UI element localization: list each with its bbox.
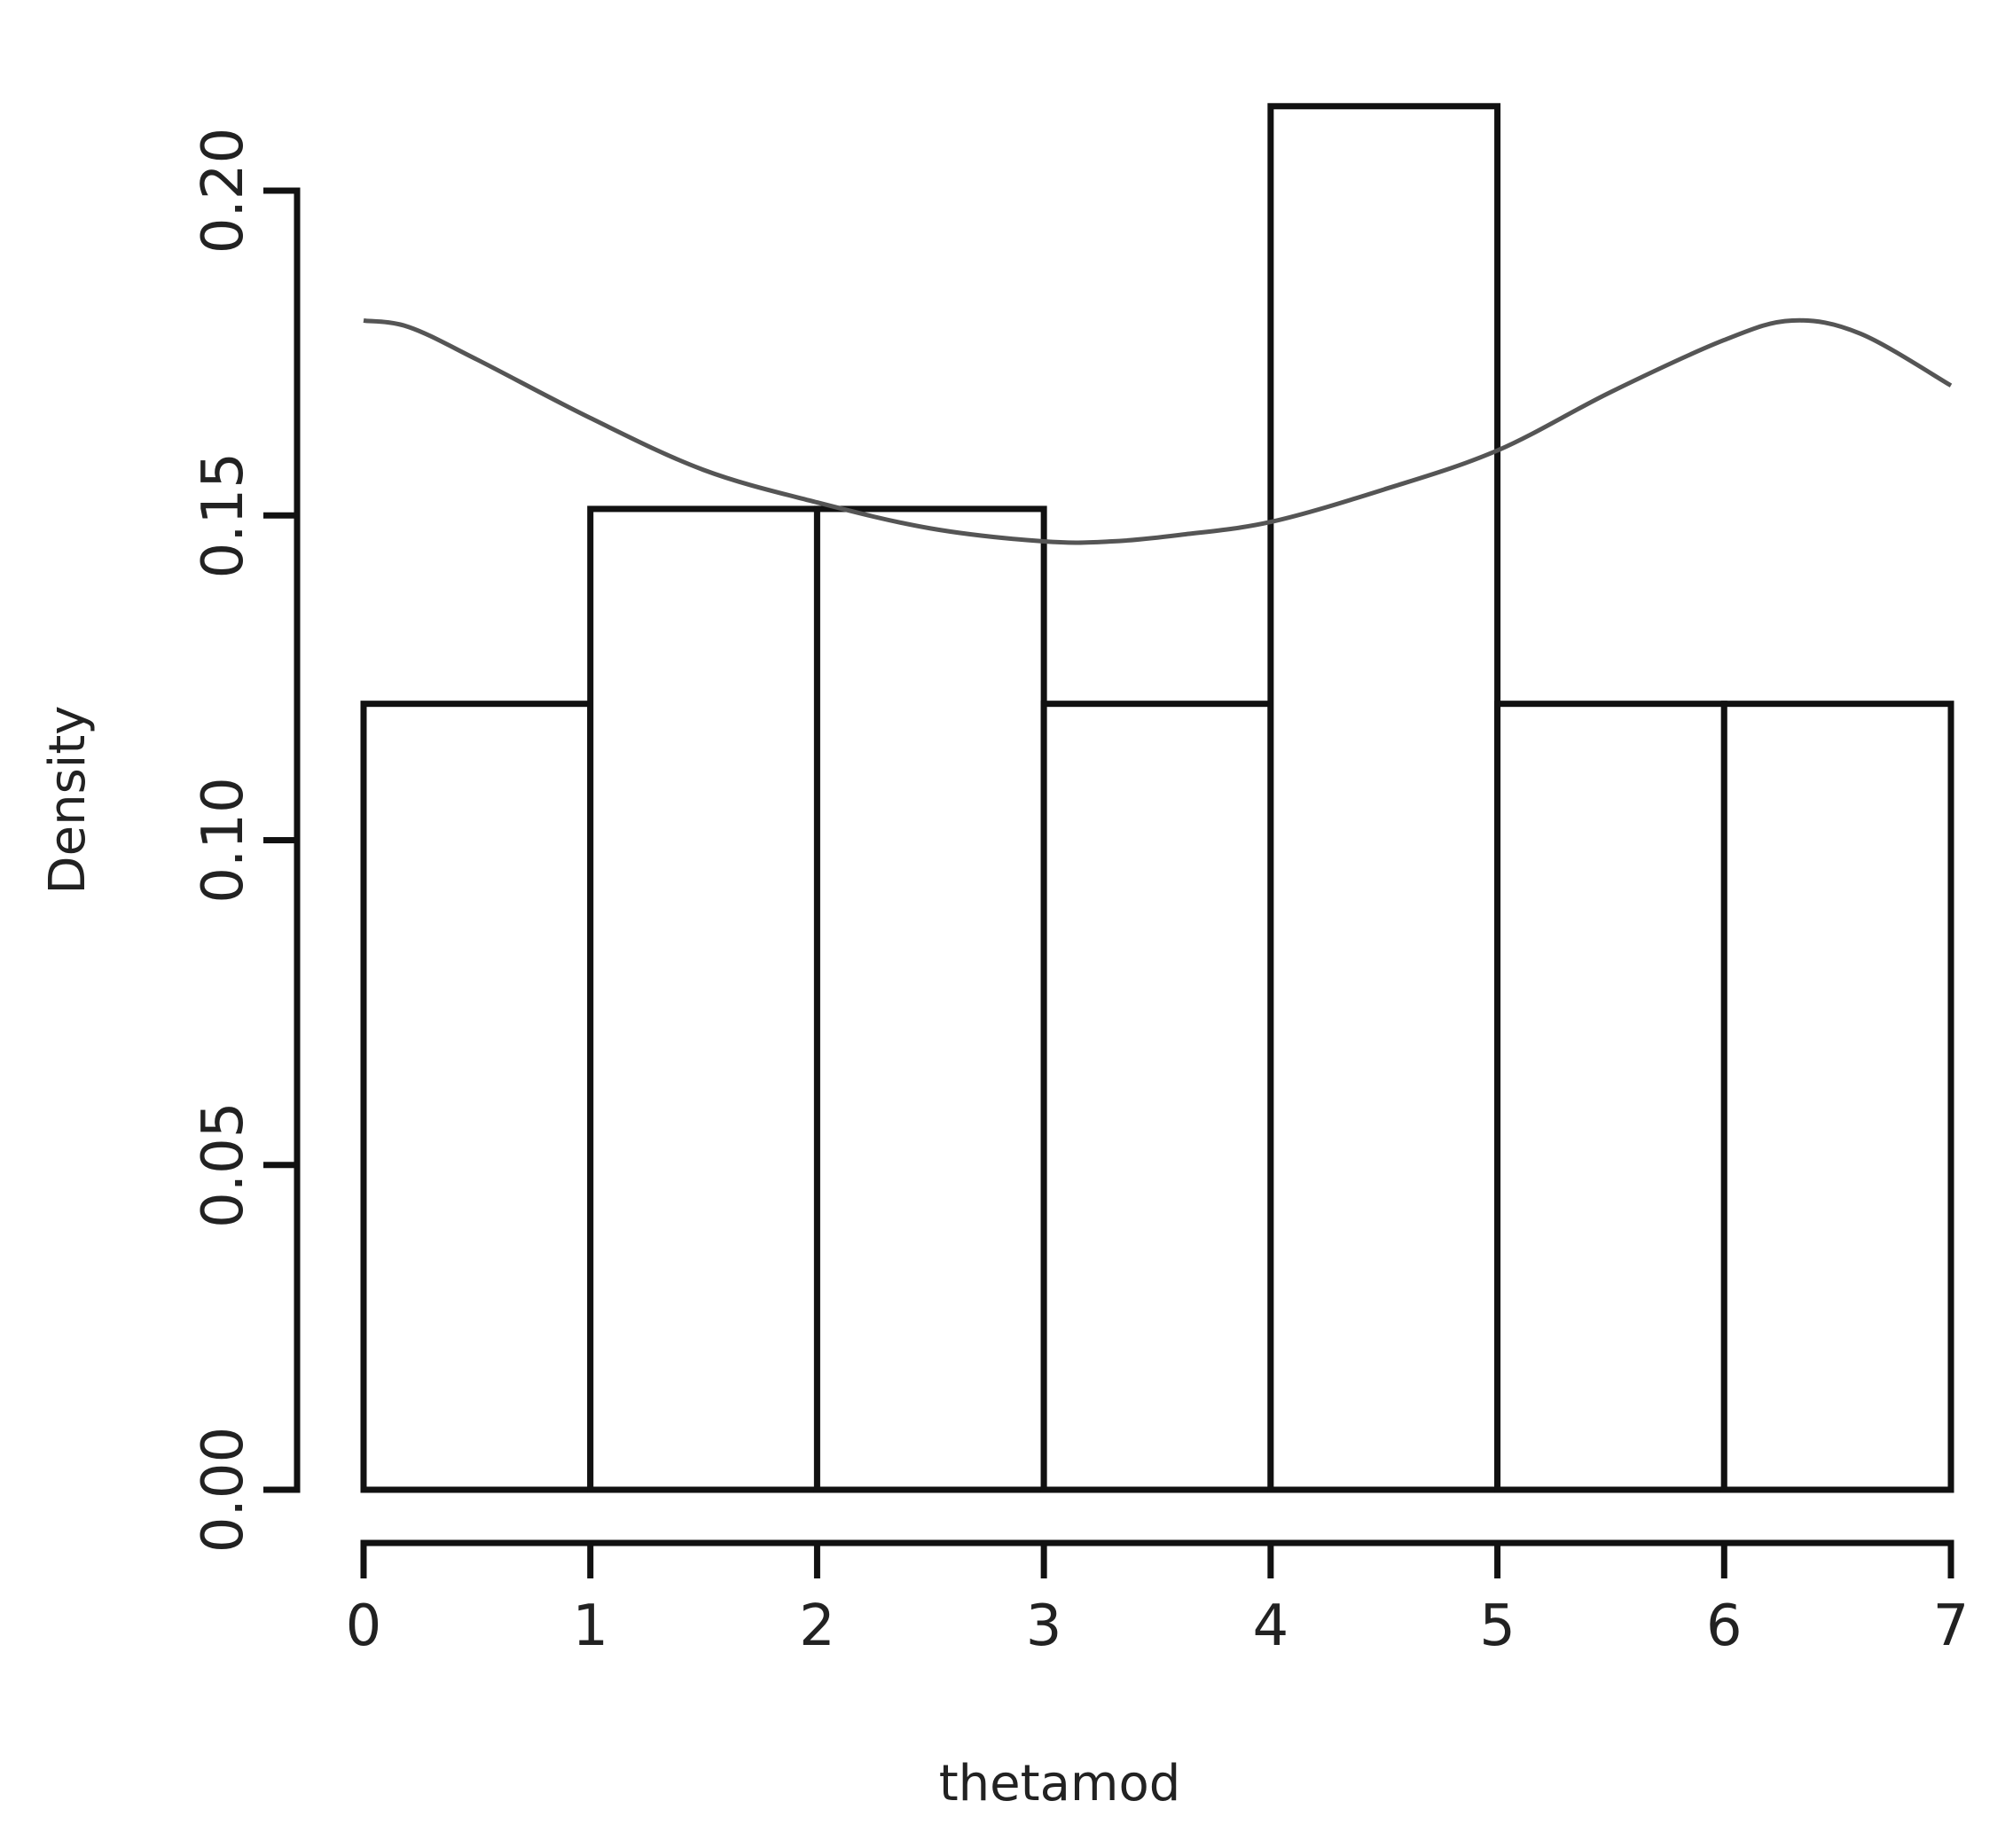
- x-tick-label-7: 7: [1933, 1594, 1970, 1659]
- x-tick-label-6: 6: [1706, 1594, 1743, 1659]
- histogram-bar-3: [1040, 701, 1274, 1493]
- y-tick-label-1: 0.05: [191, 1102, 256, 1229]
- histogram-bars: [360, 103, 1954, 1493]
- histogram-bar-6: [1720, 701, 1954, 1493]
- density-curve: [363, 317, 1953, 545]
- histogram-bar-2: [813, 505, 1047, 1493]
- density-curve-layer: [363, 317, 1953, 545]
- histogram-bar-0: [360, 701, 594, 1493]
- y-tick-label-4: 0.20: [191, 128, 256, 254]
- y-tick-label-3: 0.15: [191, 452, 256, 579]
- x-tick-label-3: 3: [1026, 1594, 1062, 1659]
- y-axis-title: Density: [39, 706, 97, 895]
- x-tick-label-1: 1: [572, 1594, 608, 1659]
- x-tick-label-2: 2: [799, 1594, 835, 1659]
- y-tick-label-2: 0.10: [191, 777, 256, 904]
- histogram-bar-5: [1494, 701, 1727, 1493]
- y-axis: 0.00 0.05 0.10 0.15 0.20: [191, 128, 301, 1554]
- y-tick-label-0: 0.00: [191, 1427, 256, 1554]
- x-tick-label-4: 4: [1252, 1594, 1288, 1659]
- x-axis-title: thetamod: [939, 1755, 1181, 1813]
- x-tick-label-0: 0: [346, 1594, 382, 1659]
- histogram-bar-1: [587, 505, 820, 1493]
- x-tick-label-5: 5: [1479, 1594, 1516, 1659]
- x-axis: 0 1 2 3 4 5 6 7: [346, 1539, 1970, 1659]
- histogram-bar-4: [1267, 103, 1501, 1493]
